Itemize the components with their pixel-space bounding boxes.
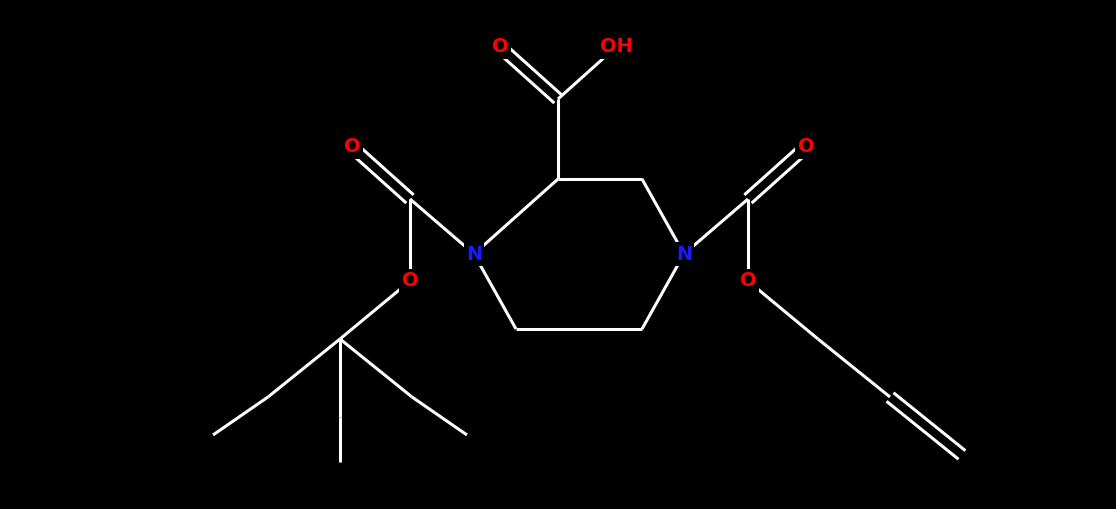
Text: O: O [740,271,757,291]
Text: N: N [676,244,692,264]
Text: N: N [465,244,482,264]
Text: OH: OH [599,38,633,56]
Text: O: O [402,271,418,291]
Text: O: O [344,137,360,156]
Text: O: O [798,137,815,156]
Text: O: O [492,38,508,56]
